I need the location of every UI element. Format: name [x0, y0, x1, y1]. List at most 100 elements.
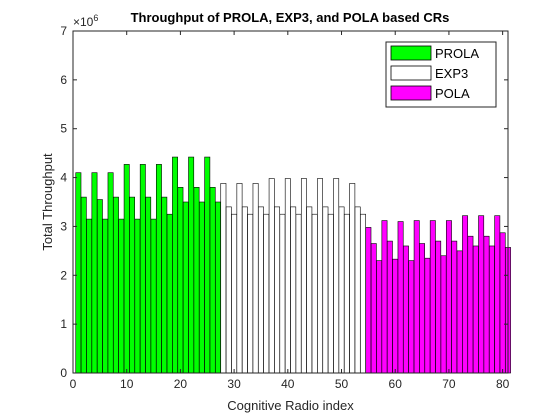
bar-prola-21	[182, 201, 189, 374]
bar-prola-23	[193, 187, 200, 374]
bar-pola-5	[386, 240, 393, 374]
bar-pola-15	[440, 255, 447, 374]
bar-pola-2	[370, 243, 377, 374]
bar-exp3-10	[268, 178, 275, 374]
bar-prola-6	[102, 218, 109, 374]
y-tick-label: 7	[60, 24, 67, 38]
legend: PROLA EXP3 POLA	[385, 41, 497, 108]
bar-pola-25	[494, 215, 501, 374]
bar-prola-22	[188, 156, 195, 374]
bar-exp3-13	[284, 178, 291, 374]
bar-pola-17	[451, 240, 458, 374]
bar-exp3-8	[258, 206, 264, 374]
bar-prola-1	[75, 172, 82, 374]
x-axis-label: Cognitive Radio index	[227, 398, 354, 413]
bar-pola-18	[456, 250, 463, 374]
bar-pola-1	[365, 227, 372, 374]
bar-exp3-23	[338, 206, 345, 374]
bar-exp3-9	[263, 213, 270, 374]
y-axis-exponent-power: 6	[93, 13, 98, 23]
bar-exp3-7	[252, 183, 259, 374]
bar-pola-3	[376, 260, 383, 374]
bar-pola-14	[435, 240, 442, 374]
bar-prola-2	[80, 196, 87, 374]
y-tick-label: 1	[60, 317, 67, 331]
y-axis-exponent: ×106	[73, 13, 98, 29]
bar-exp3-24	[343, 213, 350, 374]
y-tick-label: 3	[60, 219, 67, 233]
bar-pola-20	[467, 235, 474, 374]
bar-prola-16	[155, 164, 162, 374]
bar-exp3-1	[220, 183, 227, 374]
x-tick-label: 40	[281, 377, 295, 391]
bar-pola-11	[419, 243, 426, 374]
bar-prola-12	[134, 218, 141, 374]
bar-pola-8	[403, 245, 409, 374]
legend-swatch-exp3	[390, 65, 432, 81]
bar-exp3-25	[349, 183, 356, 374]
bars-group	[75, 156, 511, 374]
bar-prola-13	[139, 164, 146, 374]
bar-exp3-11	[274, 206, 281, 374]
bar-prola-8	[113, 196, 119, 374]
bar-pola-24	[488, 245, 495, 374]
bar-pola-22	[478, 215, 485, 374]
bar-prola-5	[96, 199, 103, 374]
bar-exp3-20	[322, 206, 329, 374]
bar-exp3-5	[241, 206, 248, 374]
y-tick-label: 5	[60, 122, 67, 136]
bar-exp3-12	[279, 213, 286, 374]
y-axis-label: Total Throughput	[40, 153, 55, 251]
bar-pola-4	[381, 220, 388, 374]
bar-exp3-14	[290, 206, 297, 374]
bar-prola-14	[145, 196, 152, 374]
bar-exp3-16	[300, 178, 307, 374]
bar-exp3-26	[354, 206, 361, 374]
bar-exp3-27	[360, 213, 366, 374]
legend-label-prola: PROLA	[435, 46, 479, 61]
bar-pola-9	[408, 260, 415, 374]
bar-exp3-17	[306, 206, 313, 374]
bar-prola-25	[204, 156, 211, 374]
bar-prola-27	[215, 201, 221, 374]
bar-prola-9	[118, 218, 125, 374]
bar-prola-26	[209, 187, 216, 374]
y-tick-label: 2	[60, 268, 67, 282]
bar-exp3-6	[247, 213, 254, 374]
bar-pola-16	[445, 220, 452, 374]
bar-pola-26	[499, 232, 506, 374]
bar-exp3-18	[311, 213, 318, 374]
y-axis-exponent-base: ×10	[73, 15, 94, 29]
bar-prola-3	[86, 218, 93, 374]
bar-exp3-2	[225, 206, 232, 374]
legend-label-pola: POLA	[435, 86, 470, 101]
ticks-group: 0 10 20 30 40 50 60 70 80 0 1 2 3 4 5 6 7	[60, 24, 509, 391]
x-tick-label: 50	[335, 377, 349, 391]
chart-title: Throughput of PROLA, EXP3, and POLA base…	[131, 10, 450, 25]
bar-prola-11	[129, 196, 136, 374]
x-tick-label: 70	[442, 377, 456, 391]
bar-pola-23	[483, 235, 490, 374]
bar-exp3-22	[333, 178, 340, 374]
legend-swatch-prola	[390, 45, 432, 61]
x-tick-label: 0	[70, 377, 77, 391]
bar-prola-18	[166, 213, 173, 374]
bar-pola-13	[429, 220, 436, 374]
bar-exp3-19	[317, 178, 323, 374]
axes-box	[72, 30, 509, 374]
bar-pola-19	[462, 215, 468, 374]
bar-pola-6	[392, 258, 399, 374]
x-tick-label: 20	[174, 377, 188, 391]
bar-prola-7	[107, 172, 114, 374]
bar-pola-21	[472, 245, 479, 374]
bar-prola-4	[91, 172, 98, 374]
bar-pola-7	[397, 221, 404, 374]
x-tick-label: 60	[389, 377, 403, 391]
x-tick-label: 80	[496, 377, 510, 391]
y-tick-label: 4	[60, 171, 67, 185]
bar-exp3-15	[295, 213, 302, 374]
bar-pola-10	[413, 220, 420, 374]
bar-exp3-21	[327, 213, 334, 374]
y-tick-label: 0	[60, 366, 67, 380]
